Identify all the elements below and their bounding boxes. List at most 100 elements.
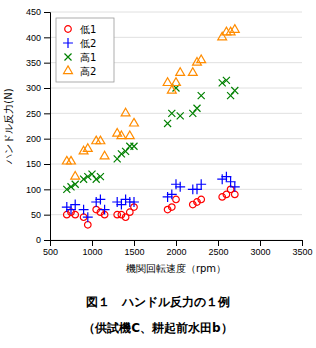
point — [95, 195, 105, 205]
tick-label: 100 — [26, 185, 41, 195]
tick-label: 50 — [31, 210, 41, 220]
grid-line — [50, 12, 302, 13]
tick: 100 — [26, 185, 50, 195]
x-axis-title: 機関回転速度（rpm） — [126, 263, 226, 274]
tick-mark — [260, 240, 261, 246]
points — [62, 25, 240, 228]
point — [83, 212, 93, 222]
tick-mark — [44, 139, 50, 140]
point — [163, 192, 173, 202]
tick: 2500 — [208, 240, 228, 257]
point — [67, 156, 76, 164]
point — [79, 205, 89, 215]
point — [169, 204, 176, 211]
legend-item: 低2 — [63, 38, 96, 49]
legend-box — [56, 18, 114, 82]
point — [230, 182, 240, 192]
point — [70, 200, 80, 210]
point — [72, 181, 79, 188]
point — [164, 120, 171, 127]
tick: 150 — [26, 159, 50, 169]
tick-mark — [302, 240, 303, 246]
series — [62, 172, 240, 222]
point — [121, 195, 131, 205]
tick-mark — [44, 12, 50, 13]
tick-label: 150 — [26, 159, 41, 169]
point — [112, 197, 122, 207]
point — [114, 155, 121, 162]
point — [172, 78, 181, 86]
series — [64, 186, 239, 228]
point — [72, 211, 79, 218]
point — [173, 196, 180, 203]
point — [196, 179, 206, 189]
plot: 500 1000 1500 2000 2500 3000 3500 0 50 100 150 200 2… — [3, 7, 313, 274]
point — [91, 197, 101, 207]
tick: 500 — [43, 240, 58, 257]
tick-label: 3500 — [292, 247, 312, 257]
tick: 0 — [36, 235, 50, 245]
tick-label: 1500 — [124, 247, 144, 257]
point — [198, 92, 205, 99]
tick-mark — [134, 240, 135, 246]
legend-label: 高1 — [80, 52, 96, 63]
series — [63, 77, 238, 193]
tick-label: 250 — [26, 109, 41, 119]
tick: 1000 — [82, 240, 102, 257]
legend-symbol — [64, 53, 71, 60]
grid — [50, 12, 302, 240]
tick: 3000 — [250, 240, 270, 257]
title: 図１ ハンドル反力の１例 — [86, 295, 230, 309]
chart: 500 1000 1500 2000 2500 3000 3500 0 50 100 150 200 2… — [0, 0, 316, 348]
tick: 2000 — [166, 240, 186, 257]
point — [177, 112, 184, 119]
tick: 3500 — [292, 240, 312, 257]
point — [62, 202, 72, 212]
point — [221, 172, 231, 182]
tick-mark — [176, 240, 177, 246]
point — [223, 77, 230, 84]
point — [189, 110, 196, 117]
point — [168, 110, 175, 117]
point — [167, 85, 176, 93]
axis-line — [51, 241, 303, 247]
point — [232, 191, 239, 198]
tick: 250 — [26, 109, 50, 119]
point — [116, 200, 126, 210]
tick: 400 — [26, 33, 50, 43]
tick-label: 3000 — [250, 247, 270, 257]
tick-mark — [44, 189, 50, 190]
point — [100, 151, 109, 159]
point — [96, 136, 105, 144]
tick: 200 — [26, 134, 50, 144]
point — [130, 118, 139, 126]
legend-label: 低1 — [80, 24, 96, 35]
tick-label: 2500 — [208, 247, 228, 257]
point — [125, 131, 134, 139]
tick-label: 450 — [26, 7, 41, 17]
tick-label: 500 — [43, 247, 58, 257]
point — [188, 68, 197, 76]
legend-item: 高2 — [64, 66, 97, 77]
point — [88, 171, 95, 178]
tick-mark — [218, 240, 219, 246]
point — [83, 144, 92, 152]
tick-mark — [92, 240, 93, 246]
grid-line — [50, 138, 302, 139]
tick-mark — [44, 164, 50, 165]
point — [227, 92, 234, 99]
point — [171, 179, 181, 189]
point — [217, 174, 227, 184]
point — [117, 131, 126, 139]
point — [175, 182, 185, 192]
point — [85, 222, 92, 229]
point — [198, 196, 205, 203]
point — [230, 25, 239, 33]
legend-symbol — [63, 38, 73, 48]
subtitle: （供試機C、耕起前水田b） — [83, 321, 232, 335]
tick: 350 — [26, 58, 50, 68]
point — [192, 184, 202, 194]
tick-label: 1000 — [82, 247, 102, 257]
tick-mark — [44, 37, 50, 38]
axis-line — [44, 13, 51, 241]
